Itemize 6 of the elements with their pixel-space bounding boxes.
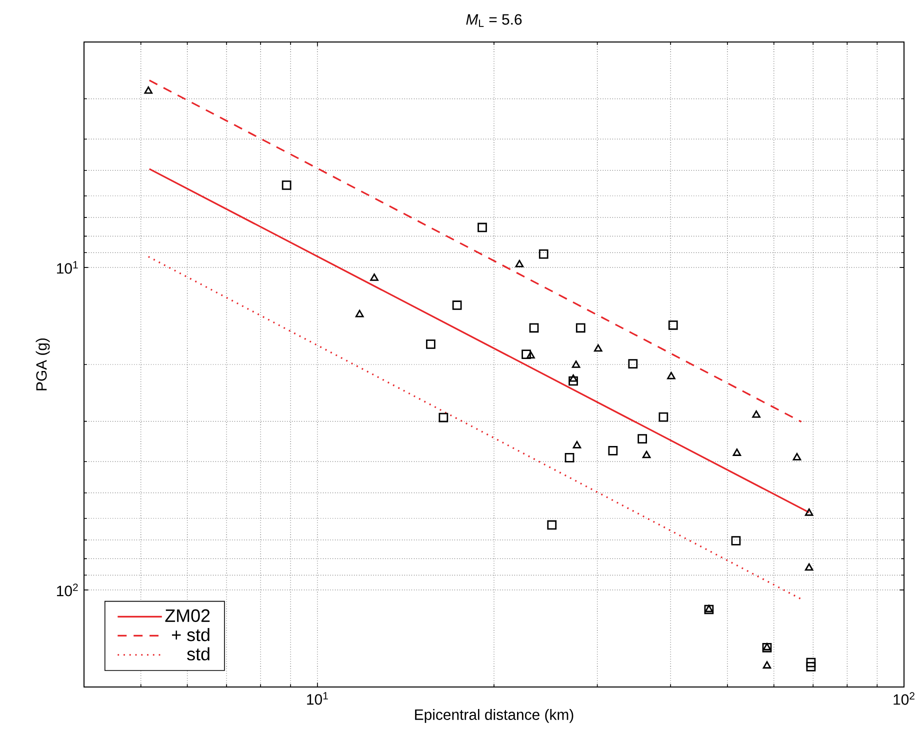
legend-label: std — [187, 647, 210, 660]
y-axis-title: PGA (g) — [36, 338, 50, 390]
x-axis-title: Epicentral distance (km) — [415, 708, 574, 723]
chart-title: M$_{L}$ = 5.6 — [466, 14, 522, 27]
legend-label: + std — [172, 628, 210, 642]
legend-label: ZM02 — [165, 609, 210, 622]
